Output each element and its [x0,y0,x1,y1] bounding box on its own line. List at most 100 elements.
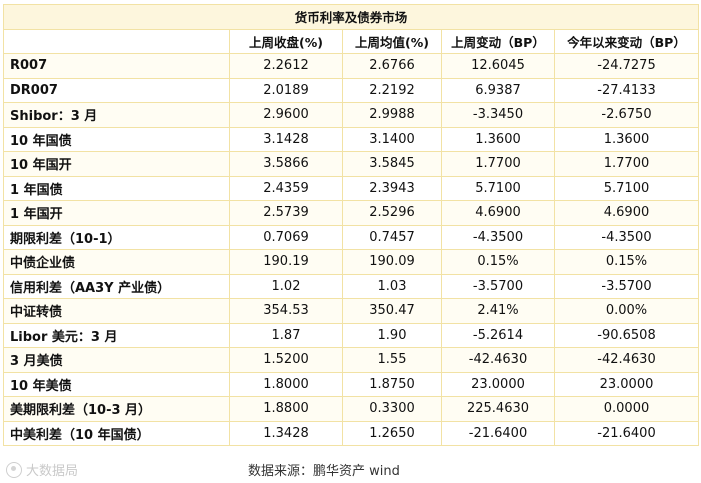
row-label: 10 年美债 [3,371,230,397]
table-cell: 1.3600 [441,126,555,152]
table-body: R007 2.2612 2.6766 12.6045 -24.7275 DR007 2.01… [3,53,699,446]
table-cell: 1.03 [342,273,442,299]
table-cell: -90.6508 [554,322,699,348]
table-cell: 1.8800 [229,396,343,422]
table-cell: 1.8000 [229,371,343,397]
table-cell: 225.4630 [441,396,555,422]
table-cell: 1.7700 [554,151,699,177]
table-cell: -2.6750 [554,102,699,128]
table-cell: 1.8750 [342,371,442,397]
table-cell: 1.7700 [441,151,555,177]
table-cell: 0.7069 [229,224,343,250]
table-cell: 0.0000 [554,396,699,422]
table-row: 中债企业债 190.19 190.09 0.15% 0.15% [3,249,699,275]
row-label: 信用利差（AA3Y 产业债） [3,273,230,299]
row-label: 3 月美债 [3,347,230,373]
table-cell: 190.09 [342,249,442,275]
table-row: 10 年国债 3.1428 3.1400 1.3600 1.3600 [3,126,699,152]
table-cell: 4.6900 [554,200,699,226]
table-cell: 1.5200 [229,347,343,373]
rates-table: 货币利率及债券市场 上周收盘(%) 上周均值(%) 上周变动（BP） 今年以来变… [3,4,699,446]
column-header: 今年以来变动（BP） [554,28,699,54]
table-row: 1 年国开 2.5739 2.5296 4.6900 4.6900 [3,200,699,226]
row-label: 中证转债 [3,298,230,324]
row-label: Libor 美元：3 月 [3,322,230,348]
table-cell: -42.4630 [441,347,555,373]
table-cell: 1.2650 [342,420,442,446]
table-cell: 12.6045 [441,53,555,79]
table-cell: -3.3450 [441,102,555,128]
table-cell: 2.2192 [342,77,442,103]
table-row: 美期限利差（10-3 月） 1.8800 0.3300 225.4630 0.0000 [3,396,699,422]
table-cell: 6.9387 [441,77,555,103]
table-cell: 2.4359 [229,175,343,201]
table-cell: 23.0000 [554,371,699,397]
row-label: 中债企业债 [3,249,230,275]
table-row: 信用利差（AA3Y 产业债） 1.02 1.03 -3.5700 -3.5700 [3,273,699,299]
table-cell: -4.3500 [441,224,555,250]
column-header: 上周收盘(%) [229,28,343,54]
table-cell: 5.7100 [554,175,699,201]
row-label: 1 年国开 [3,200,230,226]
table-cell: -27.4133 [554,77,699,103]
row-label: 1 年国债 [3,175,230,201]
table-cell: 3.1428 [229,126,343,152]
column-header [3,28,230,54]
table-row: R007 2.2612 2.6766 12.6045 -24.7275 [3,53,699,79]
row-label: DR007 [3,77,230,103]
table-cell: -21.6400 [441,420,555,446]
table-cell: 3.1400 [342,126,442,152]
table-row: 3 月美债 1.5200 1.55 -42.4630 -42.4630 [3,347,699,373]
table-cell: 23.0000 [441,371,555,397]
row-label: 美期限利差（10-3 月） [3,396,230,422]
table-cell: 5.7100 [441,175,555,201]
table-cell: 1.02 [229,273,343,299]
table-cell: 1.3428 [229,420,343,446]
table-row: 10 年美债 1.8000 1.8750 23.0000 23.0000 [3,371,699,397]
table-row: Shibor：3 月 2.9600 2.9988 -3.3450 -2.6750 [3,102,699,128]
table-cell: 2.5296 [342,200,442,226]
table-cell: -21.6400 [554,420,699,446]
row-label: 10 年国开 [3,151,230,177]
table-cell: 0.15% [441,249,555,275]
watermark-logo-icon [6,461,22,478]
table-cell: 1.87 [229,322,343,348]
table-cell: 2.2612 [229,53,343,79]
row-label: R007 [3,53,230,79]
row-label: 10 年国债 [3,126,230,152]
table-cell: 4.6900 [441,200,555,226]
table-cell: -3.5700 [554,273,699,299]
table-cell: 0.15% [554,249,699,275]
table-cell: -24.7275 [554,53,699,79]
table-cell: -3.5700 [441,273,555,299]
data-source: 数据来源：鹏华资产 wind [248,464,400,479]
column-header: 上周均值(%) [342,28,442,54]
watermark: 大数据局 [6,460,78,479]
table-cell: 3.5845 [342,151,442,177]
table-cell: 0.00% [554,298,699,324]
row-label: Shibor：3 月 [3,102,230,128]
table-cell: 1.90 [342,322,442,348]
table-header-row: 上周收盘(%) 上周均值(%) 上周变动（BP） 今年以来变动（BP） [3,28,699,54]
table-cell: 190.19 [229,249,343,275]
table-row: 中美利差（10 年国债） 1.3428 1.2650 -21.6400 -21.6400 [3,420,699,446]
table-cell: -5.2614 [441,322,555,348]
table-cell: -42.4630 [554,347,699,373]
table-title-row: 货币利率及债券市场 [3,4,699,30]
table-cell: 2.6766 [342,53,442,79]
table-row: 中证转债 354.53 350.47 2.41% 0.00% [3,298,699,324]
table-row: 期限利差（10-1） 0.7069 0.7457 -4.3500 -4.3500 [3,224,699,250]
row-label: 期限利差（10-1） [3,224,230,250]
table-cell: 2.0189 [229,77,343,103]
table-cell: 350.47 [342,298,442,324]
table-cell: 0.7457 [342,224,442,250]
table-title: 货币利率及债券市场 [3,4,699,30]
row-label: 中美利差（10 年国债） [3,420,230,446]
table-cell: 2.41% [441,298,555,324]
table-cell: -4.3500 [554,224,699,250]
table-cell: 354.53 [229,298,343,324]
table-row: 1 年国债 2.4359 2.3943 5.7100 5.7100 [3,175,699,201]
table-cell: 3.5866 [229,151,343,177]
table-cell: 2.9988 [342,102,442,128]
table-row: 10 年国开 3.5866 3.5845 1.7700 1.7700 [3,151,699,177]
